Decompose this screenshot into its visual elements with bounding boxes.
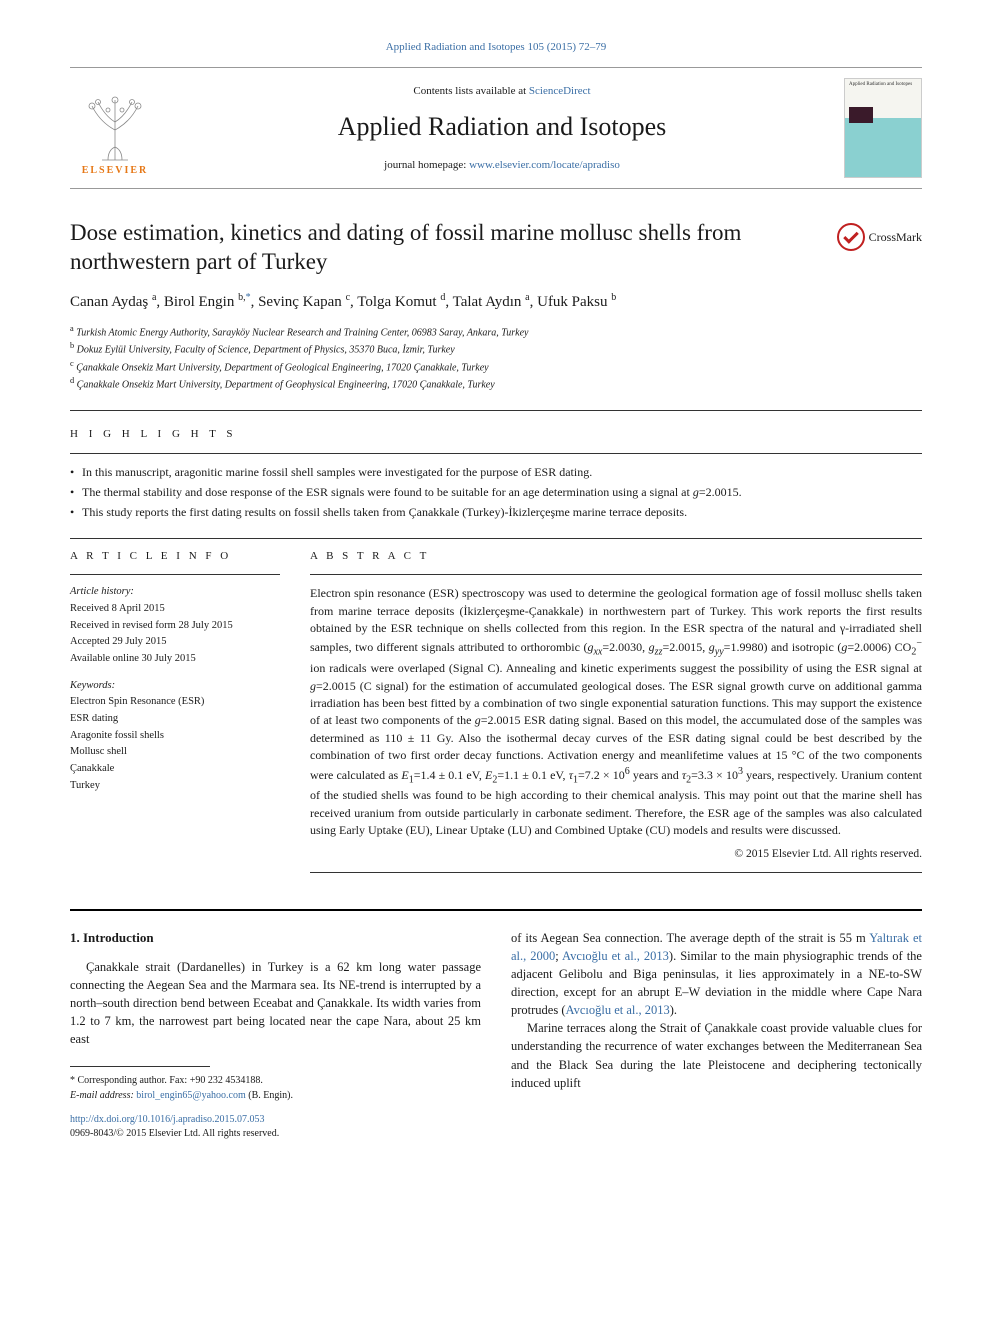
- contents-available-line: Contents lists available at ScienceDirec…: [180, 84, 824, 99]
- publisher-logo: ELSEVIER: [70, 78, 160, 178]
- accepted-date: Accepted 29 July 2015: [70, 635, 280, 650]
- keyword: ESR dating: [70, 712, 280, 727]
- affiliation-line: a Turkish Atomic Energy Authority, Saray…: [70, 323, 922, 340]
- citation-link[interactable]: Avcıoğlu et al., 2013: [566, 1003, 670, 1017]
- abstract-column: A B S T R A C T Electron spin resonance …: [310, 549, 922, 883]
- intro-text-fragment: ).: [670, 1003, 677, 1017]
- keyword: Electron Spin Resonance (ESR): [70, 695, 280, 710]
- header-center: Contents lists available at ScienceDirec…: [180, 84, 824, 173]
- running-head-link[interactable]: Applied Radiation and Isotopes 105 (2015…: [386, 41, 607, 53]
- intro-para-1-left: Çanakkale strait (Dardanelles) in Turkey…: [70, 958, 481, 1049]
- contents-prefix: Contents lists available at: [413, 85, 528, 97]
- journal-cover-label: Applied Radiation and Isotopes: [849, 82, 912, 87]
- author-list: Canan Aydaş a, Birol Engin b,*, Sevinç K…: [70, 291, 922, 313]
- affiliation-line: b Dokuz Eylül University, Faculty of Sci…: [70, 340, 922, 357]
- highlight-item: The thermal stability and dose response …: [70, 484, 922, 501]
- doi-block: http://dx.doi.org/10.1016/j.apradiso.201…: [70, 1113, 481, 1141]
- highlights-label: H I G H L I G H T S: [70, 427, 922, 442]
- body-left-column: 1. Introduction Çanakkale strait (Dardan…: [70, 929, 481, 1141]
- corr-label: * Corresponding author. Fax:: [70, 1075, 190, 1086]
- email-note: E-mail address: birol_engin65@yahoo.com …: [70, 1088, 481, 1103]
- sciencedirect-link[interactable]: ScienceDirect: [529, 85, 591, 97]
- crossmark-badge[interactable]: CrossMark: [837, 223, 922, 251]
- publisher-logo-text: ELSEVIER: [82, 164, 149, 178]
- journal-homepage-line: journal homepage: www.elsevier.com/locat…: [180, 158, 824, 173]
- journal-homepage-link[interactable]: www.elsevier.com/locate/apradiso: [469, 159, 620, 171]
- keyword: Çanakkale: [70, 762, 280, 777]
- running-head: Applied Radiation and Isotopes 105 (2015…: [70, 40, 922, 55]
- journal-cover-thumbnail: Applied Radiation and Isotopes: [844, 78, 922, 178]
- crossmark-label: CrossMark: [869, 229, 922, 246]
- rule: [70, 574, 280, 575]
- article-history-heading: Article history:: [70, 585, 280, 600]
- abstract-text: Electron spin resonance (ESR) spectrosco…: [310, 585, 922, 839]
- citation-link[interactable]: Avcıoğlu et al., 2013: [562, 949, 669, 963]
- article-title: Dose estimation, kinetics and dating of …: [70, 219, 817, 277]
- email-label: E-mail address:: [70, 1090, 136, 1101]
- highlight-item: In this manuscript, aragonitic marine fo…: [70, 464, 922, 481]
- homepage-prefix: journal homepage:: [384, 159, 469, 171]
- elsevier-tree-icon: [80, 92, 150, 162]
- rule: [70, 538, 922, 539]
- affiliations: a Turkish Atomic Energy Authority, Saray…: [70, 323, 922, 392]
- rule: [310, 872, 922, 873]
- rule: [70, 453, 922, 454]
- affiliation-line: d Çanakkale Onsekiz Mart University, Dep…: [70, 375, 922, 392]
- rule: [310, 574, 922, 575]
- abstract-copyright: © 2015 Elsevier Ltd. All rights reserved…: [310, 846, 922, 862]
- crossmark-icon: [837, 223, 865, 251]
- highlight-item: This study reports the first dating resu…: [70, 504, 922, 521]
- issn-copyright: 0969-8043/© 2015 Elsevier Ltd. All right…: [70, 1128, 279, 1139]
- intro-text-fragment: of its Aegean Sea connection. The averag…: [511, 931, 869, 945]
- abstract-label: A B S T R A C T: [310, 549, 922, 564]
- footnote-rule: [70, 1066, 210, 1067]
- revised-date: Received in revised form 28 July 2015: [70, 619, 280, 634]
- journal-name: Applied Radiation and Isotopes: [180, 109, 824, 145]
- keyword: Turkey: [70, 779, 280, 794]
- received-date: Received 8 April 2015: [70, 602, 280, 617]
- journal-header: ELSEVIER Contents lists available at Sci…: [70, 67, 922, 189]
- body-two-column: 1. Introduction Çanakkale strait (Dardan…: [70, 929, 922, 1141]
- title-row: Dose estimation, kinetics and dating of …: [70, 219, 922, 277]
- body-right-column: of its Aegean Sea connection. The averag…: [511, 929, 922, 1141]
- section-heading-introduction: 1. Introduction: [70, 929, 481, 948]
- rule: [70, 410, 922, 411]
- corr-email-link[interactable]: birol_engin65@yahoo.com: [136, 1090, 245, 1101]
- keywords-block: Keywords: Electron Spin Resonance (ESR) E…: [70, 679, 280, 794]
- doi-link[interactable]: http://dx.doi.org/10.1016/j.apradiso.201…: [70, 1114, 265, 1125]
- intro-para-1-right: of its Aegean Sea connection. The averag…: [511, 929, 922, 1020]
- highlights-list: In this manuscript, aragonitic marine fo…: [70, 464, 922, 522]
- keyword: Aragonite fossil shells: [70, 729, 280, 744]
- journal-cover-graphic: [849, 107, 873, 123]
- article-info-column: A R T I C L E I N F O Article history: R…: [70, 549, 280, 883]
- email-suffix: (B. Engin).: [246, 1090, 293, 1101]
- corresponding-author-note: * Corresponding author. Fax: +90 232 453…: [70, 1073, 481, 1088]
- article-info-label: A R T I C L E I N F O: [70, 549, 280, 564]
- corr-fax: +90 232 4534188.: [190, 1075, 263, 1086]
- intro-para-2-right: Marine terraces along the Strait of Çana…: [511, 1019, 922, 1092]
- thick-rule: [70, 909, 922, 911]
- affiliation-line: c Çanakkale Onsekiz Mart University, Dep…: [70, 358, 922, 375]
- online-date: Available online 30 July 2015: [70, 652, 280, 667]
- info-abstract-row: A R T I C L E I N F O Article history: R…: [70, 549, 922, 883]
- keywords-heading: Keywords:: [70, 679, 280, 694]
- footnotes: * Corresponding author. Fax: +90 232 453…: [70, 1073, 481, 1103]
- keyword: Mollusc shell: [70, 745, 280, 760]
